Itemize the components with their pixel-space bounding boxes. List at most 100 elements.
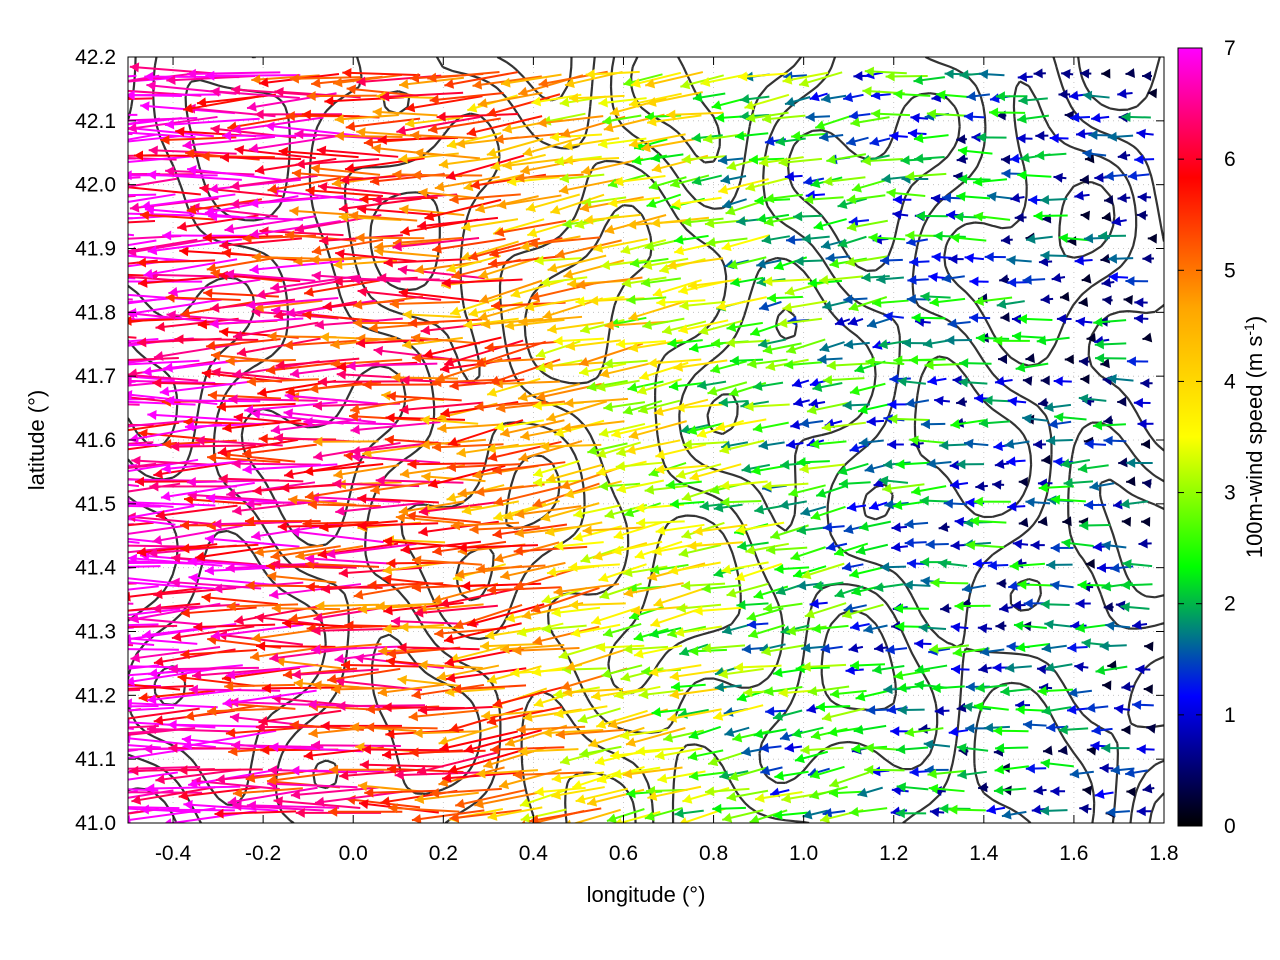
- wind-vector-head: [628, 429, 639, 440]
- wind-vector-head: [493, 511, 504, 521]
- wind-vector-shaft: [350, 455, 441, 464]
- wind-vector-head: [128, 389, 133, 400]
- wind-vector-head: [604, 224, 615, 235]
- wind-vector-head: [781, 793, 792, 804]
- wind-vector-head: [187, 165, 197, 175]
- wind-vector-head: [905, 171, 915, 182]
- wind-vector-head: [453, 619, 464, 630]
- wind-vector-head: [188, 573, 198, 583]
- wind-vector-head: [541, 594, 552, 604]
- wind-vector-head: [446, 462, 457, 473]
- wind-vector-shaft: [128, 381, 162, 387]
- wind-vector-head: [680, 79, 691, 90]
- wind-vector-head: [764, 193, 775, 204]
- wind-vector-head: [895, 808, 905, 819]
- wind-vector-shaft: [152, 381, 236, 386]
- wind-vector-shaft: [397, 646, 480, 651]
- wind-vector-shaft: [208, 215, 304, 221]
- wind-vector-head: [1107, 374, 1117, 384]
- wind-vector-head: [709, 484, 720, 495]
- wind-vector-head: [612, 545, 622, 556]
- wind-vector-shaft: [266, 574, 337, 584]
- wind-vector-head: [357, 493, 367, 504]
- wind-vector-head: [101, 474, 110, 484]
- wind-vector-head: [972, 558, 983, 569]
- wind-vector-head: [133, 150, 144, 161]
- wind-vector-shaft: [383, 258, 466, 264]
- wind-vector-head: [155, 510, 166, 520]
- wind-vector-head: [335, 676, 345, 687]
- wind-vector-head: [977, 623, 988, 634]
- wind-vector-head: [79, 660, 88, 670]
- wind-vector-head: [129, 613, 140, 624]
- wind-vector-head: [596, 642, 606, 653]
- wind-vector-head: [891, 542, 901, 553]
- wind-vector-head: [786, 344, 797, 354]
- wind-vector-shaft: [128, 375, 175, 382]
- wind-vector-head: [306, 91, 316, 102]
- wind-vector-shaft: [283, 339, 357, 347]
- wind-vector-head: [385, 656, 396, 667]
- wind-vector-head: [215, 774, 226, 785]
- wind-vector-shaft: [128, 464, 138, 467]
- wind-vector-head: [106, 729, 115, 739]
- wind-vector-shaft: [128, 545, 180, 554]
- wind-vector-head: [994, 376, 1005, 387]
- wind-vector-head: [626, 444, 636, 455]
- wind-vector-head: [494, 421, 505, 432]
- wind-vector-shaft: [315, 603, 380, 608]
- wind-vector-shaft: [391, 376, 458, 380]
- wind-vector-head: [211, 367, 221, 378]
- wind-vector-head: [46, 574, 56, 584]
- wind-vector-head: [1007, 396, 1018, 407]
- wind-vector-shaft: [159, 380, 255, 394]
- wind-vector-head: [1105, 620, 1115, 631]
- wind-vector-head: [1086, 745, 1097, 756]
- wind-vector-head: [1079, 803, 1089, 814]
- wind-vector-head: [335, 248, 345, 259]
- wind-vector-head: [1102, 295, 1112, 306]
- wind-vector-head: [42, 248, 51, 258]
- wind-vector-head: [249, 228, 260, 239]
- wind-vector-head: [275, 656, 285, 667]
- wind-vector-shaft: [564, 480, 622, 497]
- wind-vector-head: [795, 663, 805, 674]
- wind-vector-head: [521, 820, 526, 823]
- wind-vector-head: [603, 401, 613, 412]
- wind-vector-head: [945, 335, 955, 346]
- wind-vector-shaft: [269, 583, 362, 597]
- wind-vector-head: [152, 377, 162, 388]
- wind-vector-shaft: [316, 148, 399, 158]
- wind-vector-head: [796, 457, 806, 468]
- wind-vector-shaft: [561, 420, 625, 430]
- wind-vector-head: [848, 216, 859, 227]
- wind-vector-head: [1122, 559, 1132, 570]
- wind-vector-head: [794, 256, 804, 267]
- wind-vector-head: [897, 376, 907, 387]
- wind-vector-head: [444, 357, 455, 367]
- wind-vectors: [42, 62, 1157, 823]
- wind-vector-head: [333, 259, 343, 270]
- wind-vector-head: [439, 742, 450, 753]
- wind-vector-head: [732, 732, 743, 743]
- wind-vector-head: [603, 122, 614, 133]
- wind-vector-head: [295, 159, 306, 170]
- wind-vector-head: [993, 785, 1004, 796]
- wind-vector-head: [674, 245, 685, 256]
- wind-vector-shaft: [361, 748, 444, 752]
- wind-vector-head: [470, 179, 481, 190]
- wind-vector-shaft: [377, 683, 445, 695]
- wind-vector-head: [698, 325, 709, 336]
- colorbar-tick-label: 7: [1224, 37, 1236, 60]
- wind-vector-head: [84, 780, 94, 790]
- wind-vector-head: [1126, 476, 1136, 487]
- wind-vector-head: [572, 779, 583, 790]
- wind-vector-shaft: [397, 678, 460, 687]
- wind-vector-shaft: [128, 275, 179, 282]
- wind-vector-shaft: [449, 809, 522, 820]
- wind-vector-head: [353, 589, 364, 600]
- wind-vector-head: [1050, 542, 1060, 553]
- wind-vector-head: [512, 769, 523, 780]
- wind-vector-head: [1107, 131, 1118, 142]
- wind-vector-head: [502, 160, 513, 171]
